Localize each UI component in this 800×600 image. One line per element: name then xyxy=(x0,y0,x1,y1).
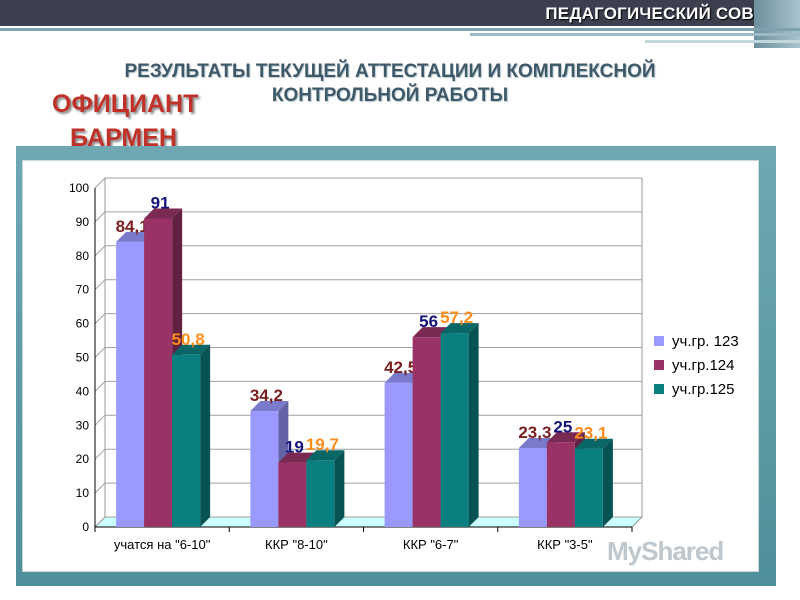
bar xyxy=(172,354,201,527)
bar xyxy=(440,333,469,527)
legend-swatch xyxy=(654,360,664,370)
gridline xyxy=(94,448,106,460)
bar-top xyxy=(306,450,345,461)
decor-stripe xyxy=(470,33,800,36)
bar xyxy=(278,462,307,527)
data-label: 23,1 xyxy=(574,424,607,443)
gridline xyxy=(94,177,106,189)
legend-label: уч.гр. 123 xyxy=(672,333,739,350)
data-label: 42,5 xyxy=(384,358,417,377)
y-tick-label: 70 xyxy=(76,283,90,297)
legend-swatch xyxy=(654,336,664,346)
bar-top xyxy=(172,344,211,355)
y-tick-label: 10 xyxy=(76,486,90,500)
data-label: 19,7 xyxy=(306,435,339,454)
gridline xyxy=(94,516,106,528)
bar-side xyxy=(602,438,613,527)
y-tick-label: 0 xyxy=(82,520,89,534)
data-label: 25 xyxy=(553,417,572,436)
presentation-title: ПЕДАГОГИЧЕСКИЙ СОВЕТ xyxy=(545,4,776,23)
bar-side xyxy=(468,323,479,527)
bar-side xyxy=(334,450,345,527)
bar-top xyxy=(546,432,585,443)
x-category-label: ККР "8-10" xyxy=(265,537,328,552)
bar xyxy=(574,448,603,527)
bar xyxy=(250,411,279,527)
slide-heading: РЕЗУЛЬТАТЫ ТЕКУЩЕЙ АТТЕСТАЦИИ И КОМПЛЕКС… xyxy=(60,60,720,108)
y-tick-label: 20 xyxy=(76,452,90,466)
x-category-label: ККР "6-7" xyxy=(403,537,459,552)
data-label: 84,1 xyxy=(116,217,149,236)
gridline xyxy=(94,279,106,291)
top-bar: ПЕДАГОГИЧЕСКИЙ СОВЕТ xyxy=(0,0,800,26)
bar-top xyxy=(440,323,479,334)
bar xyxy=(384,382,413,527)
bar-top xyxy=(250,401,289,412)
data-label: 57,2 xyxy=(440,308,473,327)
y-tick-label: 30 xyxy=(76,418,90,432)
legend-label: уч.гр.124 xyxy=(672,357,735,374)
legend-label: уч.гр.125 xyxy=(672,381,735,398)
gridline xyxy=(94,313,106,324)
data-label: 19 xyxy=(285,438,304,457)
y-tick-label: 50 xyxy=(76,351,90,365)
x-category-label: ККР "3-5" xyxy=(537,537,593,552)
gridline xyxy=(94,245,106,257)
gridline xyxy=(94,347,106,358)
y-tick-label: 60 xyxy=(76,317,90,331)
x-category-label: учатся на "6-10" xyxy=(114,537,211,552)
bar-top xyxy=(574,438,613,449)
y-tick-label: 80 xyxy=(76,249,90,263)
legend-swatch xyxy=(654,384,664,394)
bar-top xyxy=(144,208,183,219)
bar-side xyxy=(200,344,211,527)
data-label: 50,8 xyxy=(172,330,205,349)
y-tick-label: 90 xyxy=(76,215,90,229)
bar xyxy=(144,218,173,527)
gridline xyxy=(94,414,106,426)
decor-stripe xyxy=(0,28,800,31)
gridline xyxy=(94,482,106,494)
gridline xyxy=(94,381,106,392)
watermark: MyShared xyxy=(607,536,724,566)
data-label: 23,3 xyxy=(518,423,551,442)
data-label: 34,2 xyxy=(250,386,283,405)
bar xyxy=(546,442,575,527)
bar xyxy=(306,460,335,527)
data-label: 56 xyxy=(419,312,438,331)
gridline xyxy=(94,211,106,223)
decor-stripe xyxy=(645,40,800,43)
y-tick-label: 100 xyxy=(69,181,89,195)
bar xyxy=(518,448,547,527)
bar xyxy=(412,337,441,527)
slide-heading-line2: КОНТРОЛЬНОЙ РАБОТЫ xyxy=(271,85,509,106)
profession-waiter: ОФИЦИАНТ xyxy=(52,90,199,118)
slide-heading-line1: РЕЗУЛЬТАТЫ ТЕКУЩЕЙ АТТЕСТАЦИИ И КОМПЛЕКС… xyxy=(124,61,656,82)
y-tick-label: 40 xyxy=(76,384,90,398)
bar xyxy=(116,241,145,527)
data-label: 91 xyxy=(151,194,170,213)
